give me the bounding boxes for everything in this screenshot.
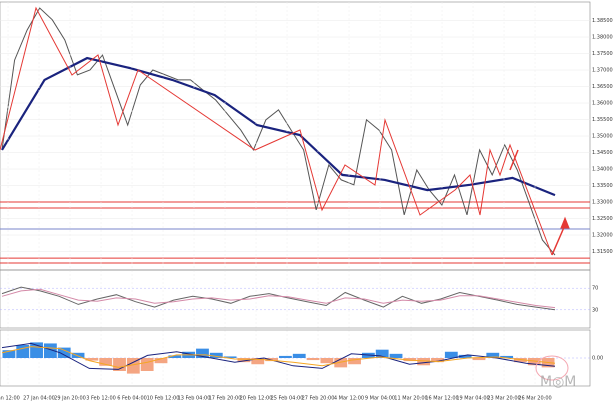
histogram-bar <box>458 354 472 358</box>
x-tick-label: 6 Feb 04:00 <box>117 396 147 402</box>
x-tick-label: 10 Feb 12:00 <box>147 396 180 402</box>
series-line <box>1 7 556 256</box>
y-tick-label: 1.33500 <box>592 183 613 189</box>
x-tick-label: 9 Mar 04:00 <box>365 396 395 402</box>
histogram-bar <box>403 358 417 362</box>
histogram-bar <box>140 358 154 371</box>
histogram-bar <box>444 351 458 358</box>
histogram-bar <box>375 349 389 358</box>
y-tick-label: 1.36000 <box>592 101 613 107</box>
series-line <box>1 286 556 311</box>
y-tick-label: 1.38500 <box>592 18 613 24</box>
histogram-bar <box>500 355 514 358</box>
x-tick-label: 23 Mar 20:00 <box>487 396 520 402</box>
histogram-bar <box>348 358 361 365</box>
histogram-bar <box>154 358 168 364</box>
histogram-bar <box>16 345 30 358</box>
histogram-bar <box>209 352 223 358</box>
histogram-bar <box>223 356 237 358</box>
histogram-bar <box>251 358 265 365</box>
histogram-bar <box>389 353 403 358</box>
histogram-bar <box>514 358 527 363</box>
x-tick-label: 25 Feb 04:00 <box>271 396 304 402</box>
series-line <box>1 56 556 197</box>
y-tick-label: 1.31500 <box>592 249 613 255</box>
x-tick-label: 26 Mar 20:00 <box>518 396 551 402</box>
watermark: M◎M <box>540 374 576 390</box>
x-tick-label: 11 Mar 20:00 <box>394 396 427 402</box>
histogram-bar <box>126 358 140 374</box>
x-tick-label: 13 Feb 04:00 <box>178 396 211 402</box>
histogram-bar <box>99 358 113 366</box>
histogram-bar <box>168 355 182 358</box>
x-tick-label: 20 Feb 12:00 <box>240 396 273 402</box>
y-tick-label: 30 <box>592 307 598 313</box>
series-line <box>1 288 556 309</box>
y-tick-label: 1.36500 <box>592 84 613 90</box>
y-tick-label: 1.38000 <box>592 35 613 41</box>
x-tick-label: 16 Mar 12:00 <box>425 396 458 402</box>
arrow <box>509 149 519 171</box>
histogram-bar <box>527 358 541 366</box>
highlight-circle <box>535 355 569 381</box>
histogram-bar <box>196 348 209 358</box>
x-tick-label: 27 Feb 20:00 <box>302 396 335 402</box>
zigzag <box>0 6 553 256</box>
x-tick-label: Jan 12:00 <box>0 396 20 402</box>
histogram-bar <box>57 347 71 358</box>
arrow-head <box>560 216 570 229</box>
series-line <box>1 346 556 368</box>
histogram-bar <box>85 358 99 361</box>
x-tick-label: 19 Mar 04:00 <box>456 396 489 402</box>
histogram-bar <box>2 350 16 358</box>
y-tick-label: 70 <box>592 286 598 292</box>
histogram-bar <box>320 358 334 364</box>
histogram-bar <box>431 358 444 363</box>
histogram-bar <box>486 352 500 358</box>
histogram-bar <box>43 343 57 358</box>
histogram-bar <box>71 352 85 358</box>
y-tick-label: 1.35000 <box>592 134 613 140</box>
histogram-bar <box>279 355 292 358</box>
y-tick-label: 1.32500 <box>592 216 613 222</box>
y-tick-label: 1.34500 <box>592 150 613 156</box>
histogram-bar <box>292 353 306 358</box>
x-tick-label: 4 Mar 12:00 <box>334 396 364 402</box>
y-tick-label: 1.34000 <box>592 167 613 173</box>
arrow <box>551 224 566 256</box>
x-tick-label: 29 Jan 20:00 <box>54 396 86 402</box>
histogram-bar <box>472 358 486 361</box>
pattern-drawings <box>0 6 570 381</box>
panel-frame <box>0 269 591 329</box>
x-tick-label: 3 Feb 12:00 <box>86 396 116 402</box>
y-tick-label: 1.37500 <box>592 51 613 57</box>
histogram-bar <box>237 358 251 363</box>
histogram-bar <box>306 358 320 361</box>
series-line <box>1 342 556 370</box>
y-tick-label: 1.35500 <box>592 117 613 123</box>
x-tick-label: 27 Jan 04:00 <box>23 396 55 402</box>
x-tick-label: 17 Feb 20:00 <box>209 396 242 402</box>
y-tick-label: 1.32000 <box>592 233 613 239</box>
y-tick-label: 1.37000 <box>592 68 613 74</box>
y-tick-label: 0.00 <box>592 356 603 362</box>
histogram-bar <box>417 358 431 366</box>
y-tick-label: 1.33000 <box>592 200 613 206</box>
